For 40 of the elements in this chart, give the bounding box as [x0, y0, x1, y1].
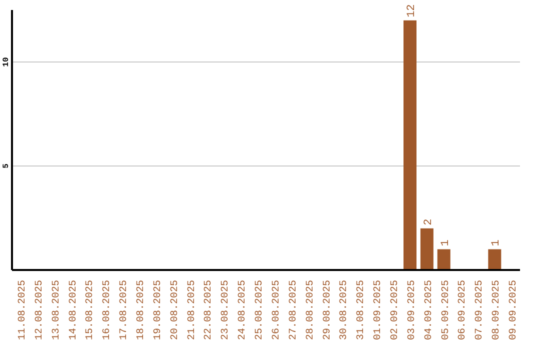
- bar: [404, 20, 416, 270]
- x-tick-label: 18.08.2025: [136, 280, 147, 340]
- x-tick-label: 26.08.2025: [271, 280, 282, 340]
- x-tick-label: 03.09.2025: [406, 280, 418, 340]
- x-tick-label: 12.08.2025: [34, 280, 46, 340]
- x-tick-label: 24.08.2025: [238, 280, 249, 340]
- y-tick-label: 5: [2, 163, 11, 168]
- x-tick-label: 01.09.2025: [373, 280, 384, 340]
- data-label: 1: [440, 239, 452, 246]
- data-label: 12: [406, 4, 418, 18]
- x-tick-label: 11.08.2025: [17, 280, 28, 340]
- bar: [488, 249, 502, 270]
- x-tick-label: 30.08.2025: [339, 280, 350, 340]
- x-tick-label: 29.08.2025: [322, 280, 334, 340]
- x-tick-label: 09.09.2025: [508, 280, 520, 340]
- x-tick-label: 13.08.2025: [51, 280, 62, 340]
- x-tick-label: 05.09.2025: [440, 280, 452, 340]
- x-tick-label: 20.08.2025: [170, 280, 181, 340]
- x-tick-label: 06.09.2025: [458, 280, 469, 340]
- x-tick-label: 31.08.2025: [356, 280, 368, 340]
- x-tick-label: 22.08.2025: [204, 280, 215, 340]
- x-tick-label: 08.09.2025: [492, 280, 503, 340]
- x-tick-label: 15.08.2025: [85, 280, 96, 340]
- x-tick-label: 28.08.2025: [305, 280, 316, 340]
- x-tick-label: 07.09.2025: [474, 280, 486, 340]
- x-tick-label: 16.08.2025: [102, 280, 114, 340]
- bar: [420, 228, 434, 270]
- x-tick-label: 27.08.2025: [288, 280, 300, 340]
- data-label: 2: [422, 218, 435, 226]
- y-tick-label: 10: [2, 57, 11, 67]
- data-label: 1: [490, 239, 503, 246]
- x-tick-label: 04.09.2025: [424, 280, 435, 340]
- x-tick-label: 25.08.2025: [254, 280, 266, 340]
- x-tick-label: 19.08.2025: [152, 280, 164, 340]
- bar: [437, 249, 450, 270]
- x-tick-label: 21.08.2025: [186, 280, 198, 340]
- x-tick-label: 17.08.2025: [119, 280, 130, 340]
- x-tick-label: 23.08.2025: [220, 280, 232, 340]
- x-tick-label: 02.09.2025: [390, 280, 401, 340]
- x-tick-label: 14.08.2025: [68, 280, 80, 340]
